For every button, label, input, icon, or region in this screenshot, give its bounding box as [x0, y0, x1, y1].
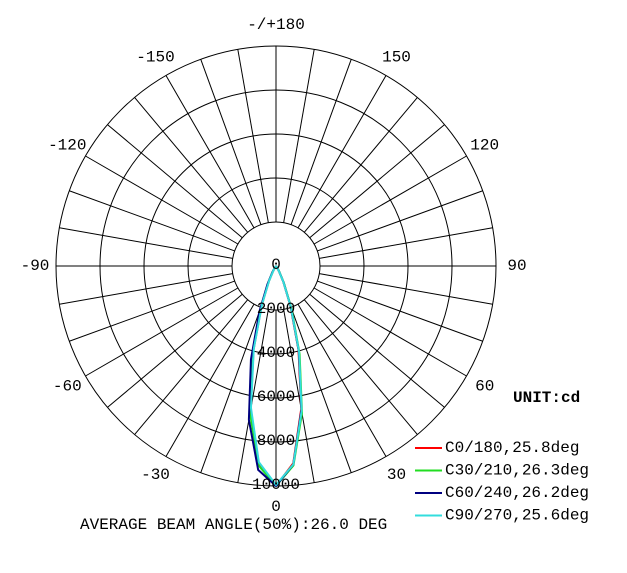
spoke — [297, 75, 387, 229]
spoke — [134, 97, 249, 233]
r-tick-label: 4000 — [257, 344, 295, 362]
spoke — [107, 293, 243, 408]
spoke — [69, 190, 235, 252]
spoke — [134, 299, 249, 435]
spoke — [303, 97, 418, 233]
r-tick-label: 6000 — [257, 388, 295, 406]
legend-label: C30/210,26.3deg — [445, 462, 589, 480]
legend-label: C0/180,25.8deg — [445, 439, 579, 457]
spoke — [313, 155, 467, 245]
angle-tick-label: 90 — [507, 257, 526, 275]
spoke — [313, 287, 467, 377]
angle-tick-label: 30 — [387, 466, 406, 484]
spoke — [283, 49, 315, 223]
spoke — [309, 124, 445, 239]
spoke — [165, 75, 255, 229]
spoke — [85, 287, 239, 377]
r-tick-label: 0 — [271, 256, 281, 274]
angle-tick-label: -90 — [21, 257, 50, 275]
footer: AVERAGE BEAM ANGLE(50%):26.0 DEG — [80, 516, 387, 534]
spoke — [200, 59, 262, 225]
spoke — [59, 227, 233, 259]
spoke — [290, 59, 352, 225]
spoke — [303, 299, 418, 435]
legend-label: C90/270,25.6deg — [445, 507, 589, 525]
spoke — [283, 309, 315, 483]
legend-label: C60/240,26.2deg — [445, 484, 589, 502]
angle-tick-label: -30 — [141, 466, 170, 484]
spoke — [200, 307, 262, 473]
spoke — [309, 293, 445, 408]
angle-tick-label: -150 — [136, 49, 174, 67]
r-tick-label: 2000 — [257, 300, 295, 318]
angle-tick-label: 120 — [470, 137, 499, 155]
angle-tick-label: 150 — [382, 49, 411, 67]
spoke — [107, 124, 243, 239]
spoke — [297, 303, 387, 457]
angle-tick-label: -120 — [48, 137, 86, 155]
spoke — [85, 155, 239, 245]
spoke — [59, 273, 233, 305]
series-line — [249, 265, 303, 487]
unit-label: UNIT:cd — [513, 389, 580, 407]
spoke — [317, 280, 483, 342]
spoke — [237, 309, 269, 483]
angle-tick-label: -60 — [53, 378, 82, 396]
spoke — [290, 307, 352, 473]
spoke — [319, 227, 493, 259]
angle-tick-label: 60 — [475, 378, 494, 396]
r-tick-label: 10000 — [252, 476, 300, 494]
spoke — [319, 273, 493, 305]
spoke — [317, 190, 483, 252]
spoke — [165, 303, 255, 457]
angle-tick-label: 0 — [271, 498, 281, 516]
r-tick-label: 8000 — [257, 432, 295, 450]
spoke — [237, 49, 269, 223]
angle-tick-label: -/+180 — [247, 16, 305, 34]
spoke — [69, 280, 235, 342]
